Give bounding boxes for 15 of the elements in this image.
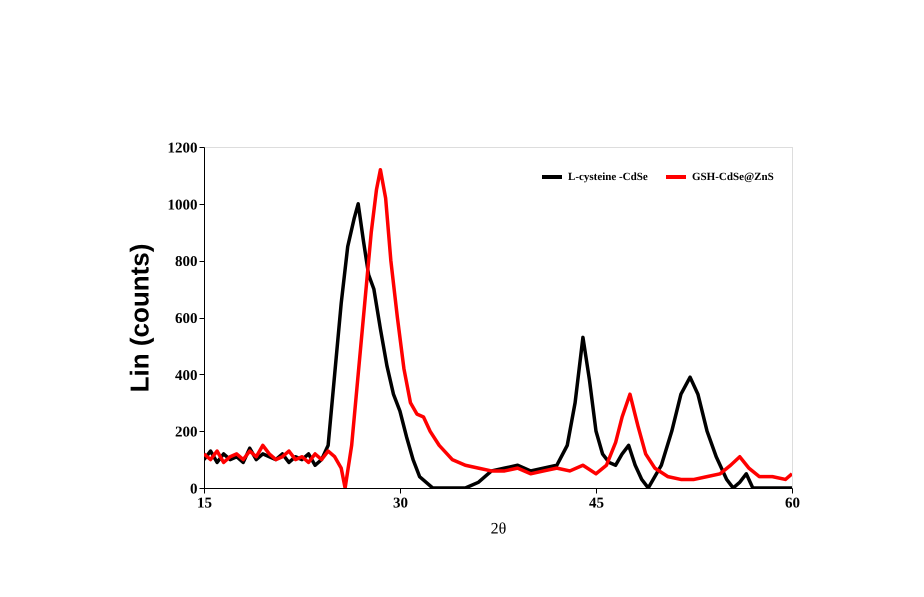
- y-tick-label: 200: [175, 424, 198, 441]
- legend-label: L-cysteine -CdSe: [568, 171, 648, 183]
- x-tick-label: 45: [589, 496, 604, 512]
- legend-label: GSH-CdSe@ZnS: [692, 171, 774, 183]
- x-axis-title: 2θ: [490, 520, 506, 538]
- y-tick-label: 600: [175, 311, 198, 327]
- x-tick-label: 15: [197, 496, 212, 512]
- y-tick-label: 400: [175, 368, 198, 384]
- x-tick-label: 30: [393, 496, 408, 512]
- y-tick-label: 1200: [168, 140, 198, 156]
- x-tick-label: 60: [785, 496, 800, 512]
- y-tick-label: 800: [175, 254, 198, 270]
- y-tick-label: 0: [190, 482, 198, 498]
- y-tick-label: 1000: [168, 197, 198, 214]
- y-axis-title: Lin (counts): [124, 244, 154, 392]
